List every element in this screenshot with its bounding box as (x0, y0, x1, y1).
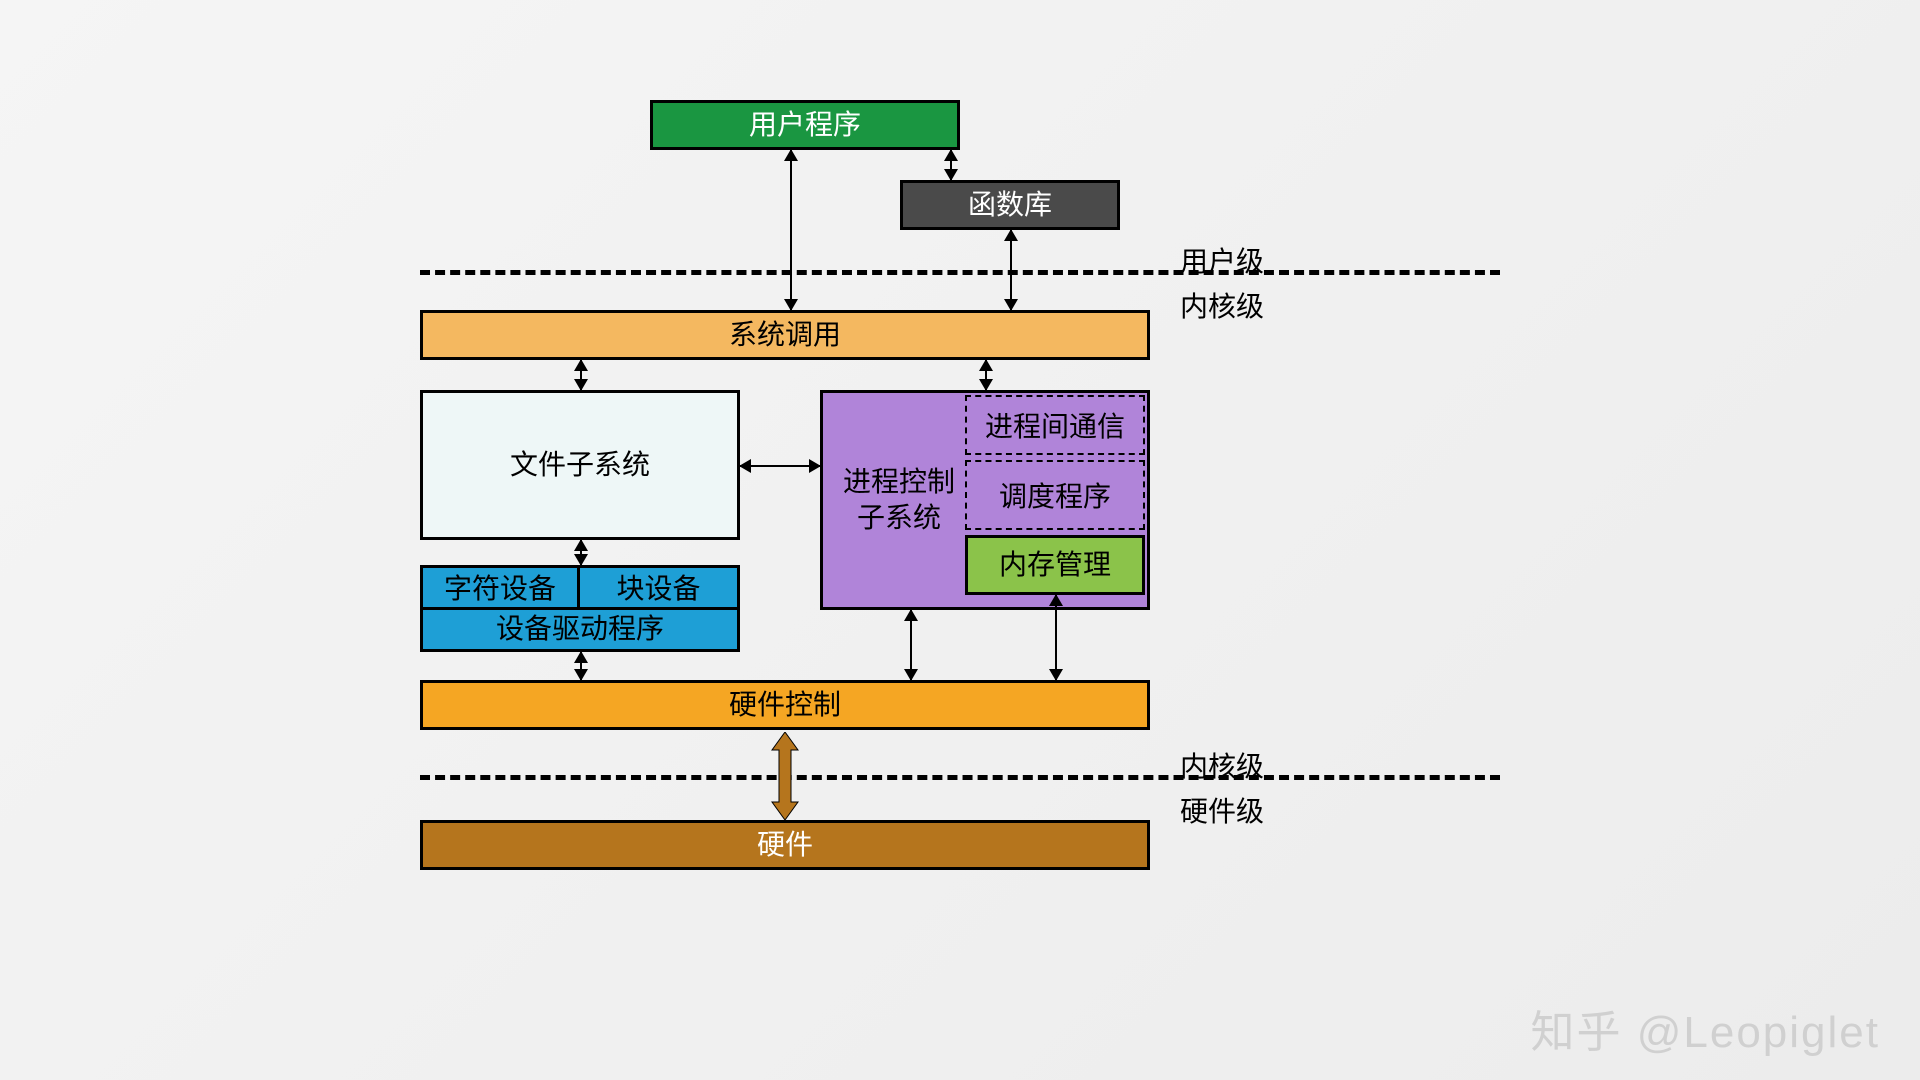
node-label: 进程控制 子系统 (843, 464, 955, 537)
node-label: 函数库 (968, 187, 1052, 223)
arrow-icon (580, 360, 582, 390)
node-device-driver: 设备驱动程序 (420, 607, 740, 652)
arrow-icon (950, 150, 952, 180)
watermark-text: 知乎 @Leopiglet (1531, 996, 1881, 1060)
node-label: 系统调用 (729, 317, 841, 353)
node-hardware-control: 硬件控制 (420, 680, 1150, 730)
node-file-subsystem: 文件子系统 (420, 390, 740, 540)
node-system-call: 系统调用 (420, 310, 1150, 360)
node-label: 块设备 (616, 571, 700, 607)
node-label: 进程间通信 (985, 405, 1125, 445)
node-label: 文件子系统 (510, 447, 650, 483)
node-label: 设备驱动程序 (496, 611, 664, 647)
node-label: 调度程序 (999, 475, 1111, 515)
node-label: 用户程序 (749, 107, 861, 143)
node-function-lib: 函数库 (900, 180, 1120, 230)
arrow-icon (740, 465, 820, 467)
level-label-user: 用户级 (1180, 240, 1264, 280)
node-label: 字符设备 (444, 571, 556, 607)
arrow-icon (580, 652, 582, 680)
arrow-icon (790, 150, 792, 310)
arrow-icon (985, 360, 987, 390)
node-label: 内存管理 (999, 547, 1111, 583)
node-memory-mgmt: 内存管理 (965, 535, 1145, 595)
big-arrow-icon (770, 732, 800, 820)
divider-user-kernel (420, 270, 1500, 275)
node-char-device: 字符设备 (420, 565, 580, 610)
node-label: 硬件控制 (729, 687, 841, 723)
node-hardware: 硬件 (420, 820, 1150, 870)
divider-kernel-hardware (420, 775, 1500, 780)
node-scheduler: 调度程序 (965, 460, 1145, 530)
arrow-icon (1055, 595, 1057, 680)
level-label-kernel-top: 内核级 (1180, 285, 1264, 325)
node-ipc: 进程间通信 (965, 395, 1145, 455)
node-user-program: 用户程序 (650, 100, 960, 150)
level-label-hardware: 硬件级 (1180, 790, 1264, 830)
architecture-diagram: 用户程序 函数库 系统调用 文件子系统 进程控制 子系统 进程间通信 调度程序 … (420, 100, 1500, 980)
arrow-icon (910, 610, 912, 680)
node-block-device: 块设备 (577, 565, 740, 610)
level-label-kernel-bottom: 内核级 (1180, 745, 1264, 785)
arrow-icon (580, 540, 582, 565)
node-label: 硬件 (757, 827, 813, 863)
arrow-icon (1010, 230, 1012, 310)
